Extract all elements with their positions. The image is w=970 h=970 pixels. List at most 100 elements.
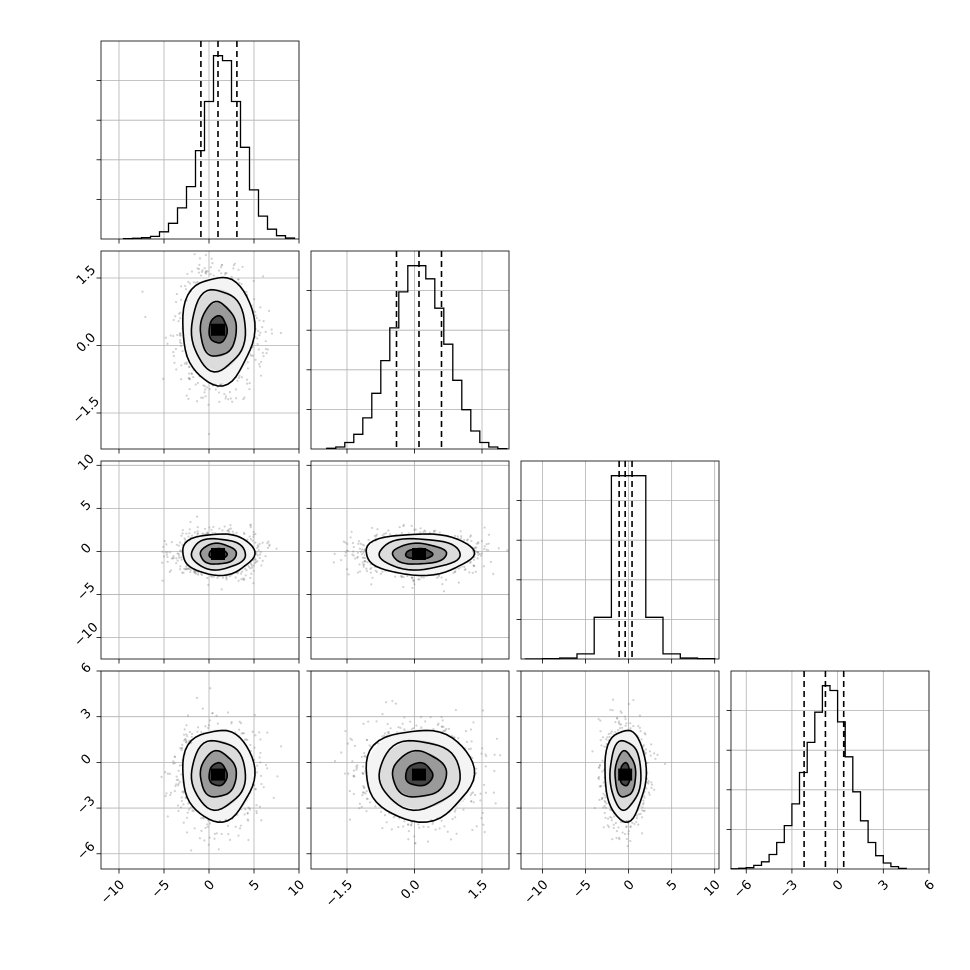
pair-0-2-point [196, 532, 199, 535]
pair-0-2-point [197, 571, 200, 574]
pair-2-3-point [647, 782, 650, 785]
pair-0-3-point [182, 790, 185, 793]
pair-0-2-point [172, 556, 175, 560]
pair-1-2-point [357, 540, 361, 543]
pair-2-3-point [602, 781, 605, 784]
pair-1-3-peak-cell [412, 768, 426, 781]
pair-0-1-point [261, 275, 265, 278]
pair-2-3-point [653, 788, 656, 791]
pair-0-2-point [252, 530, 255, 534]
pair-1-2-point [344, 551, 347, 554]
pair-0-1-point [248, 388, 251, 391]
pair-1-3-point [387, 730, 390, 733]
pair-1-3-contour-2 [378, 739, 461, 812]
pair-1-3-point [471, 756, 474, 760]
pair-0-3-point [177, 782, 180, 785]
pair-2-3-point [635, 820, 638, 824]
pair-1-2-point [362, 563, 365, 567]
pair-2-3-point [644, 748, 648, 751]
xtick-label-0-1: −5 [149, 877, 173, 901]
pair-0-1-point [217, 391, 221, 394]
pair-1-3-point [346, 742, 349, 745]
pair-1-3-point [397, 826, 400, 829]
xtick-label-3-0: −6 [731, 877, 755, 901]
pair-0-3-point [240, 732, 243, 735]
pair-0-3-point [246, 811, 249, 815]
pair-1-3-point [450, 734, 454, 737]
pair-0-1-contour-1 [199, 300, 238, 357]
pair-0-1-point [224, 271, 227, 275]
pair-2-3-point [656, 753, 659, 756]
pair-0-3-point [242, 732, 246, 735]
pair-1-3-point [340, 751, 343, 754]
pair-0-2-point [184, 568, 188, 571]
pair-1-3-point [385, 821, 388, 824]
pair-0-2-point [231, 530, 234, 533]
pair-2-3-point [591, 750, 594, 753]
xtick-label-2-1: −5 [570, 877, 594, 901]
pair-2-3-point [623, 832, 627, 836]
pair-0-1-point [188, 377, 191, 380]
ytick-label-3-4: 6 [78, 660, 94, 676]
pair-0-1-point [185, 362, 188, 365]
pair-0-2-point [188, 532, 191, 535]
pair-1-3-point [499, 754, 502, 757]
pair-1-2-point [361, 543, 364, 546]
pair-1-3-point [413, 835, 416, 838]
hist-0-frame [100, 40, 300, 240]
pair-1-2-point [420, 576, 423, 579]
xtick-label-1-1: 0.0 [398, 877, 423, 902]
pair-0-1-point [177, 320, 180, 323]
pair-0-1-contour-2 [190, 288, 247, 373]
pair-0-3-frame [100, 670, 300, 870]
pair-0-1-point [237, 278, 240, 281]
pair-2-3-point [610, 730, 614, 733]
pair-1-2-point [469, 561, 472, 564]
pair-1-3-point [392, 816, 395, 819]
pair-0-1-point [241, 265, 244, 268]
pair-1-3-point [465, 740, 469, 743]
ytick-label-3-3: 3 [78, 706, 94, 722]
pair-1-2-point [398, 525, 401, 529]
pair-1-3-point [375, 720, 378, 723]
pair-1-3-point [379, 810, 383, 813]
pair-1-2-point [466, 538, 469, 541]
pair-2-3-point [646, 761, 649, 765]
pair-0-3-point [247, 838, 250, 842]
pair-0-3-contours [181, 729, 256, 824]
pair-1-3-point [401, 722, 404, 725]
pair-1-2-point [406, 574, 409, 578]
pair-1-3-point [361, 794, 364, 797]
pair-1-2-point [469, 534, 472, 537]
pair-0-1-point [175, 292, 178, 296]
pair-0-2-point [180, 558, 183, 561]
pair-0-1-point [184, 284, 187, 288]
pair-2-3-point [642, 744, 646, 747]
pair-0-2-point [261, 559, 264, 563]
pair-1-3-point [413, 842, 417, 845]
pair-0-1-point [253, 297, 256, 301]
pair-0-1-point [185, 394, 188, 397]
pair-2-3-point [627, 832, 630, 836]
pair-1-2-point [346, 542, 349, 546]
pair-0-1-point [258, 334, 261, 337]
pair-0-3-point [241, 731, 244, 735]
pair-0-2-point [254, 541, 257, 544]
pair-2-3-point [599, 785, 602, 788]
pair-1-2-contour-0 [404, 547, 434, 560]
pair-0-2-point [175, 557, 178, 560]
pair-1-3-point [474, 793, 477, 797]
pair-0-2-point [249, 523, 252, 526]
pair-1-3-point [355, 765, 358, 768]
pair-1-2-point [354, 557, 357, 560]
pair-0-3-point [253, 746, 256, 749]
pair-1-2-point [362, 544, 366, 547]
pair-2-3-point [616, 717, 619, 720]
pair-1-3-point [386, 722, 389, 726]
pair-1-3-point [365, 738, 369, 741]
pair-0-3-point [182, 803, 185, 806]
pair-2-3-point [604, 800, 607, 804]
pair-0-2-point [206, 531, 209, 534]
pair-1-3-point [407, 838, 410, 841]
pair-1-2-point [333, 552, 336, 555]
